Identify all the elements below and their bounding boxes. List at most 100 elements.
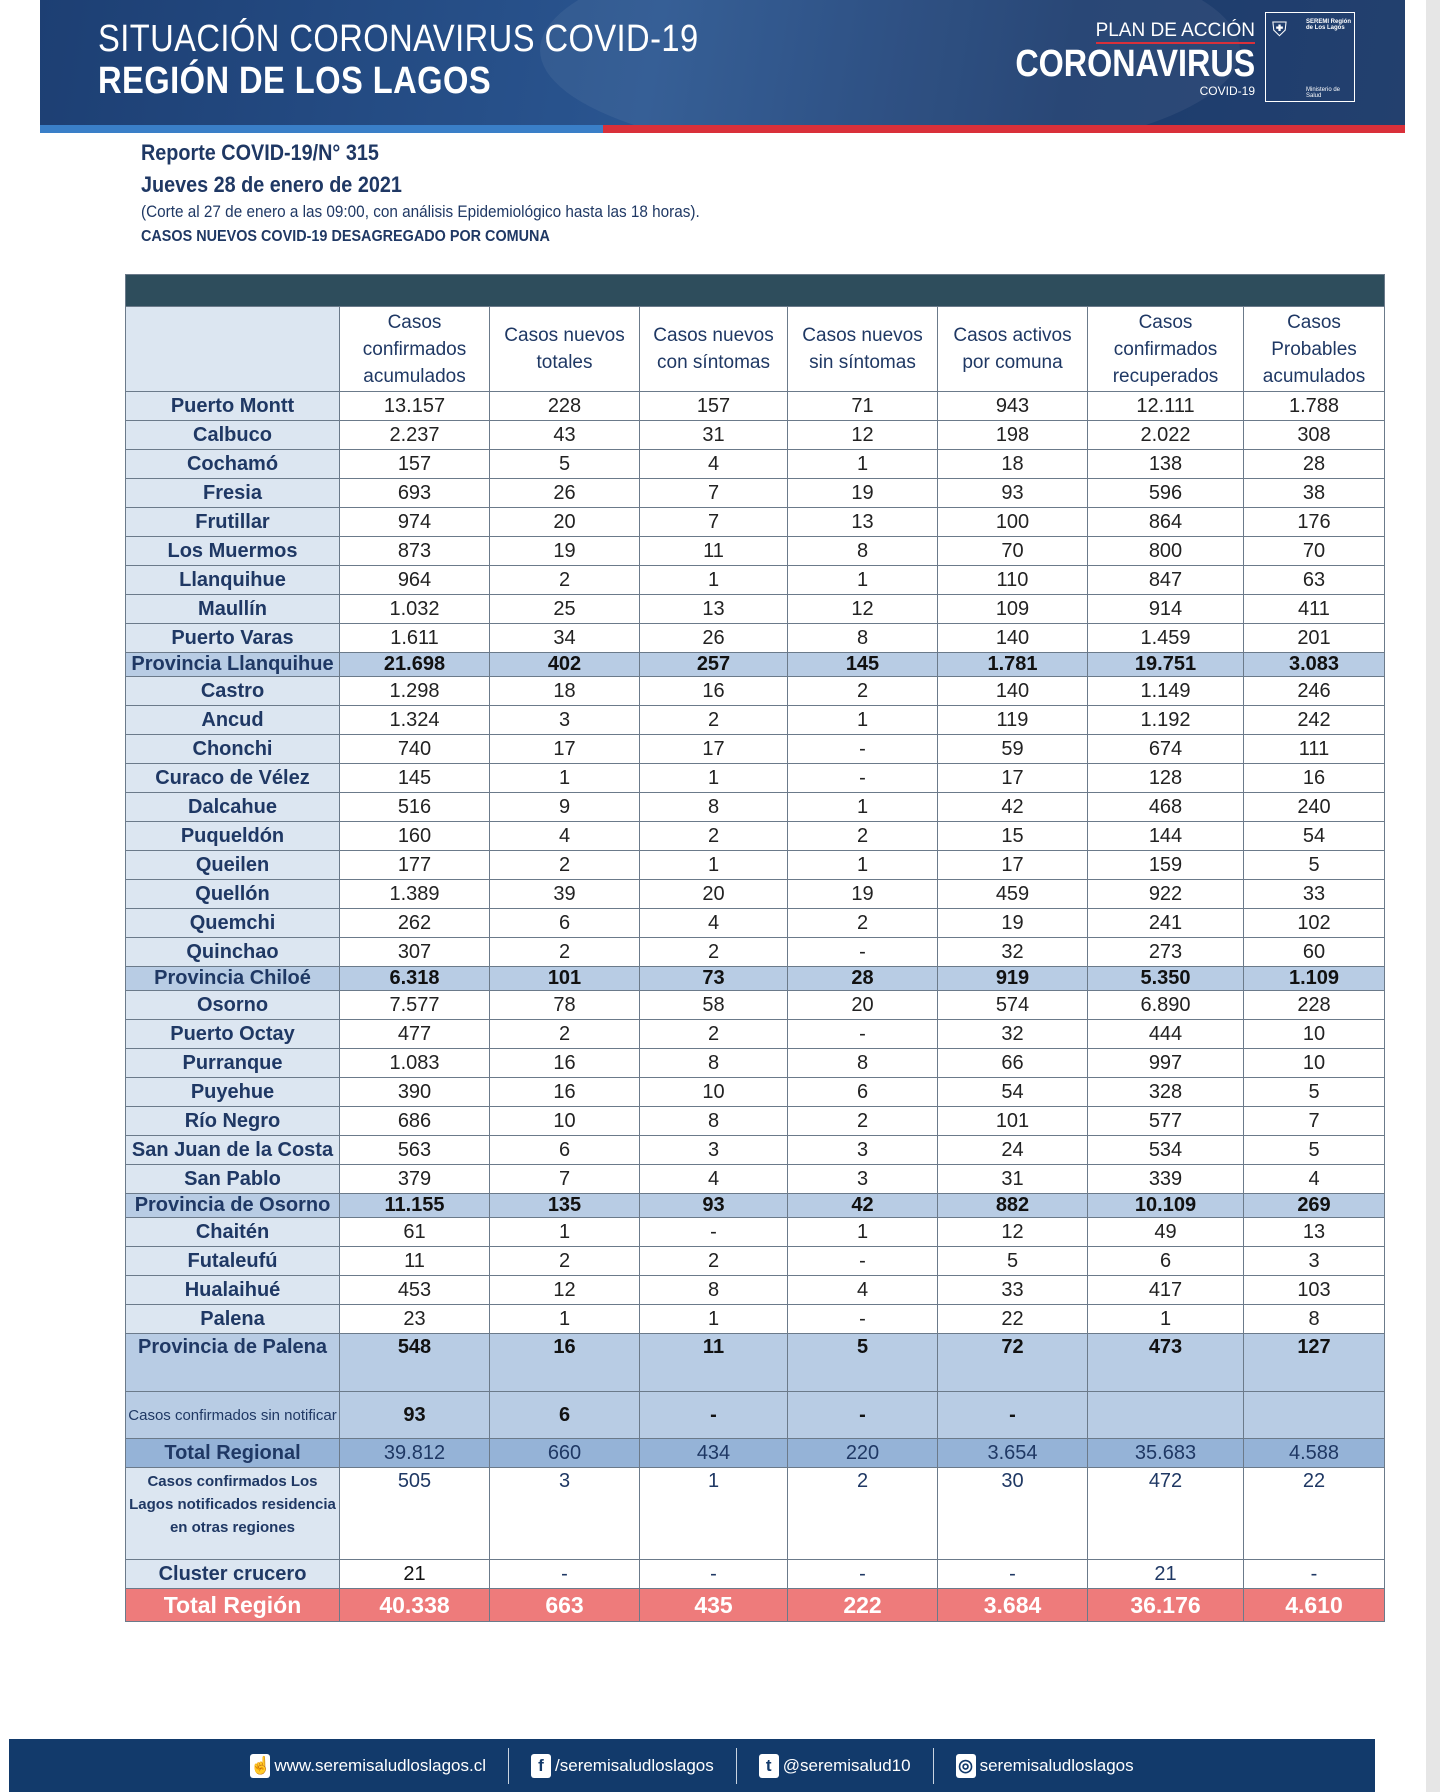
footer-link[interactable]: f/seremisaludloslagos	[509, 1747, 737, 1784]
row-label: Cluster crucero	[125, 1559, 340, 1589]
table-cell: -	[787, 1304, 938, 1334]
table-cell: 1.781	[937, 652, 1088, 677]
row-label: San Pablo	[125, 1164, 340, 1194]
report-number: Reporte COVID-19/N° 315	[141, 140, 379, 165]
table-cell: 7	[639, 478, 788, 508]
table-cell: 159	[1087, 850, 1244, 880]
table-cell: 12	[787, 420, 938, 450]
table-cell: 1	[787, 705, 938, 735]
table-cell: 2	[639, 1019, 788, 1049]
table-cell: 1	[639, 1467, 788, 1560]
table-cell	[1243, 1391, 1385, 1439]
table-cell: 1.298	[339, 676, 490, 706]
row-label: Purranque	[125, 1048, 340, 1078]
table-cell: 49	[1087, 1217, 1244, 1247]
table-cell: -	[639, 1559, 788, 1589]
table-cell: -	[489, 1559, 640, 1589]
table-cell: 19	[937, 908, 1088, 938]
commune-row: Hualaihué 453 12 8 4 33 417 103	[125, 1275, 1385, 1305]
table-cell: 17	[489, 734, 640, 764]
table-cell: 1.389	[339, 879, 490, 909]
table-cell: 534	[1087, 1135, 1244, 1165]
table-cell: 7.577	[339, 990, 490, 1020]
table-cell: 54	[1243, 821, 1385, 851]
row-label: Los Muermos	[125, 536, 340, 566]
commune-row: Puerto Varas 1.611 34 26 8 140 1.459 201	[125, 623, 1385, 653]
coronavirus-logo: PLAN DE ACCIÓN CORONAVIRUS COVID-19	[973, 20, 1255, 98]
header-bar	[125, 274, 1385, 307]
province-row: Provincia Llanquihue 21.698 402 257 145 1.781…	[125, 652, 1385, 677]
row-label: Quinchao	[125, 937, 340, 967]
row-label: Casos confirmados sin notificar	[125, 1391, 340, 1439]
commune-row: Osorno 7.577 78 58 20 574 6.890 228	[125, 990, 1385, 1020]
table-cell: 58	[639, 990, 788, 1020]
table-cell: 19	[489, 536, 640, 566]
commune-row: Río Negro 686 10 8 2 101 577 7	[125, 1106, 1385, 1136]
column-header: Casos Probables acumulados	[1243, 306, 1385, 392]
table-cell: 1	[787, 792, 938, 822]
table-cell: 1	[639, 763, 788, 793]
table-cell: 43	[489, 420, 640, 450]
table-cell: 35.683	[1087, 1438, 1244, 1468]
table-cell: 222	[787, 1588, 938, 1622]
table-cell: 596	[1087, 478, 1244, 508]
table-cell: -	[787, 1019, 938, 1049]
footer-link[interactable]: t @seremisalud10	[737, 1747, 934, 1784]
table-cell: 10	[489, 1106, 640, 1136]
table-cell: 2	[489, 565, 640, 595]
table-cell: 5	[489, 449, 640, 479]
table-cell: 873	[339, 536, 490, 566]
table-cell: 686	[339, 1106, 490, 1136]
table-cell: 18	[489, 676, 640, 706]
table-cell: 4	[489, 821, 640, 851]
table-cell: 242	[1243, 705, 1385, 735]
table-cell: 5	[937, 1246, 1088, 1276]
table-cell: 135	[489, 1193, 640, 1218]
table-cell: 1.459	[1087, 623, 1244, 653]
row-label: Provincia de Osorno	[125, 1193, 340, 1218]
commune-row: Queilen 177 2 1 1 17 159 5	[125, 850, 1385, 880]
table-cell: 919	[937, 966, 1088, 991]
table-cell: 71	[787, 391, 938, 421]
table-cell: 8	[787, 536, 938, 566]
table-cell: 12	[937, 1217, 1088, 1247]
footer-link[interactable]: ◎ seremisaludloslagos	[934, 1748, 1156, 1784]
header-bar-cell	[125, 274, 1385, 307]
row-label: Osorno	[125, 990, 340, 1020]
table-cell: 2	[639, 1246, 788, 1276]
table-cell: 1.149	[1087, 676, 1244, 706]
commune-row: Purranque 1.083 16 8 8 66 997 10	[125, 1048, 1385, 1078]
table-cell: 54	[937, 1077, 1088, 1107]
table-cell: 60	[1243, 937, 1385, 967]
table-cell: 119	[937, 705, 1088, 735]
table-cell: 198	[937, 420, 1088, 450]
commune-row: Llanquihue 964 2 1 1 110 847 63	[125, 565, 1385, 595]
table-cell: -	[937, 1559, 1088, 1589]
table-cell: 102	[1243, 908, 1385, 938]
table-cell: 1.083	[339, 1048, 490, 1078]
table-cell: 228	[489, 391, 640, 421]
row-label: Dalcahue	[125, 792, 340, 822]
table-cell: 2	[787, 1106, 938, 1136]
table-cell: 70	[937, 536, 1088, 566]
table-cell: 1	[787, 1217, 938, 1247]
table-cell: 220	[787, 1438, 938, 1468]
table-cell: 20	[489, 507, 640, 537]
table-cell: 390	[339, 1077, 490, 1107]
table-cell: 34	[489, 623, 640, 653]
table-cell: 8	[787, 623, 938, 653]
table-cell: 16	[639, 676, 788, 706]
commune-row: San Juan de la Costa 563 6 3 3 24 534 5	[125, 1135, 1385, 1165]
table-cell: 434	[639, 1438, 788, 1468]
table-cell: 6	[787, 1077, 938, 1107]
footer-link[interactable]: ☝ www.seremisaludloslagos.cl	[228, 1747, 510, 1784]
table-cell: 1.109	[1243, 966, 1385, 991]
table-cell: 459	[937, 879, 1088, 909]
row-label: Fresia	[125, 478, 340, 508]
table-cell: 2	[489, 1246, 640, 1276]
row-label: Llanquihue	[125, 565, 340, 595]
table-cell: 663	[489, 1588, 640, 1622]
table-cell: 16	[1243, 763, 1385, 793]
table-cell: 15	[937, 821, 1088, 851]
government-seal: ⛨ SEREMI Región de Los Lagos Ministerio …	[1265, 12, 1355, 102]
